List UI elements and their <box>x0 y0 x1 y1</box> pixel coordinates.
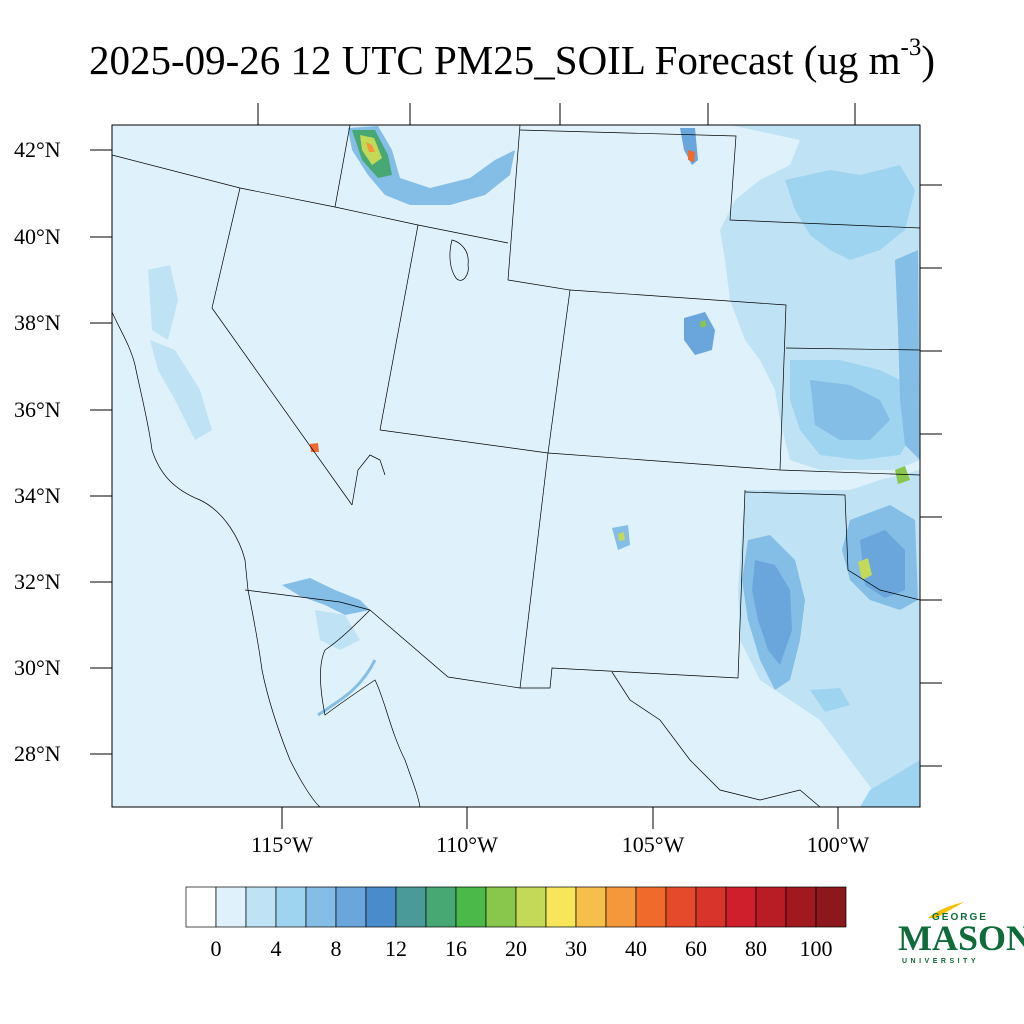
state-border-wy-ne <box>519 129 921 229</box>
lat-label: 42°N <box>14 137 61 162</box>
lat-label: 32°N <box>14 569 61 594</box>
colorbar-label: 40 <box>625 936 647 961</box>
colorbar-label: 30 <box>565 936 587 961</box>
lon-label: 100°W <box>806 832 870 857</box>
colorbar-swatch <box>815 886 847 928</box>
colorbar-swatch <box>365 886 397 928</box>
lon-label: 105°W <box>621 832 685 857</box>
tick-marks <box>90 103 942 829</box>
colorbar-swatch <box>755 886 787 928</box>
field-id-plume-red <box>366 142 375 152</box>
field-co-blob <box>684 312 715 355</box>
field-wy-hot <box>688 150 695 162</box>
field-nv-hot <box>310 443 319 452</box>
river-colorado <box>351 454 386 506</box>
colorbar-swatch <box>395 886 427 928</box>
state-border-co-ks <box>569 289 787 471</box>
colorbar-swatch <box>785 886 817 928</box>
state-border-tx-ok <box>744 491 921 601</box>
state-border-nm-tx <box>369 489 746 689</box>
colorbar-swatch <box>635 886 667 928</box>
title-close: ) <box>921 37 936 83</box>
border-rio-grande <box>611 671 821 808</box>
field-co-dot <box>700 320 707 328</box>
lat-label: 36°N <box>14 397 61 422</box>
colorbar-swatch <box>545 886 577 928</box>
field-tx-hotspot-a <box>858 558 872 580</box>
concentration-field <box>148 125 920 807</box>
colorbar-swatch <box>695 886 727 928</box>
lat-label: 28°N <box>14 741 61 766</box>
field-ks-patch-b <box>810 380 890 440</box>
field-tx-hotspot-b <box>895 466 910 484</box>
colorbar-label: 20 <box>505 936 527 961</box>
colorbar-label: 0 <box>210 936 222 961</box>
state-border-ca-nv <box>211 187 353 506</box>
colorbar-swatch <box>425 886 457 928</box>
border-us-mexico-west <box>244 589 371 611</box>
lat-label: 38°N <box>14 310 61 335</box>
field-tx-patch-b <box>752 560 792 665</box>
field-east-edge <box>895 250 920 460</box>
boundaries <box>111 124 921 808</box>
colorbar-swatch <box>605 886 637 928</box>
lon-label: 110°W <box>436 832 498 857</box>
field-se-corner <box>860 760 920 807</box>
colorbar-label: 80 <box>745 936 767 961</box>
field-tx-patch-d <box>860 530 905 598</box>
field-nm-dot <box>618 532 625 541</box>
colorbar-label: 16 <box>445 936 467 961</box>
title-text: 2025-09-26 12 UTC PM25_SOIL Forecast (ug… <box>88 37 901 83</box>
field-gulf-streak <box>317 659 377 717</box>
lat-label: 40°N <box>14 224 61 249</box>
field-id-plume <box>348 126 515 205</box>
logo-line2: MASON <box>898 918 1024 958</box>
lat-label: 34°N <box>14 483 61 508</box>
colorbar-swatch <box>485 886 517 928</box>
colorbar-swatch <box>665 886 697 928</box>
colorbar-swatch <box>575 886 607 928</box>
state-border-id-wy <box>334 124 351 208</box>
colorbar-swatch <box>515 886 547 928</box>
lon-label: 115°W <box>251 832 313 857</box>
state-border-az-nm <box>519 452 549 689</box>
field-az-plume-b <box>315 610 360 650</box>
colorbar-swatch <box>215 886 247 928</box>
colorbar-swatch <box>275 886 307 928</box>
colorbar-swatch <box>185 886 217 928</box>
title-exponent: -3 <box>900 34 922 62</box>
logo-line3: UNIVERSITY <box>902 958 980 965</box>
plot-frame <box>111 124 921 808</box>
colorbar-label: 12 <box>385 936 407 961</box>
logo-flame-icon <box>928 902 964 918</box>
state-border-ks-ok <box>785 347 921 351</box>
map-title: 2025-09-26 12 UTC PM25_SOIL Forecast (ug… <box>0 30 1024 90</box>
colorbar-label: 8 <box>330 936 342 961</box>
colorbar-label: 100 <box>799 936 833 961</box>
colorbar-swatch <box>455 886 487 928</box>
state-border-four-corners <box>379 429 921 476</box>
colorbar <box>185 886 847 928</box>
field-tx-patch-e <box>810 688 850 712</box>
state-border-wy-sd <box>507 124 521 281</box>
colorbar-label: 60 <box>685 936 707 961</box>
field-az-plume <box>282 578 370 615</box>
colorbar-swatch <box>335 886 367 928</box>
coastline-gulf-ca <box>320 609 421 808</box>
colorbar-swatch <box>305 886 337 928</box>
gmu-logo: GEORGE MASON UNIVERSITY <box>896 900 1024 970</box>
lake-great-salt <box>449 239 469 281</box>
colorbar-swatch <box>725 886 757 928</box>
lat-label: 30°N <box>14 655 61 680</box>
coastline-pacific <box>111 311 321 808</box>
colorbar-swatch <box>245 886 277 928</box>
state-border-nv-ut <box>379 224 419 431</box>
field-ca-patch <box>148 265 178 340</box>
field-ca-valley <box>150 340 212 440</box>
field-ne-region-b <box>785 165 915 260</box>
logo-line1: GEORGE <box>932 912 988 923</box>
colorbar-label: 4 <box>270 936 282 961</box>
